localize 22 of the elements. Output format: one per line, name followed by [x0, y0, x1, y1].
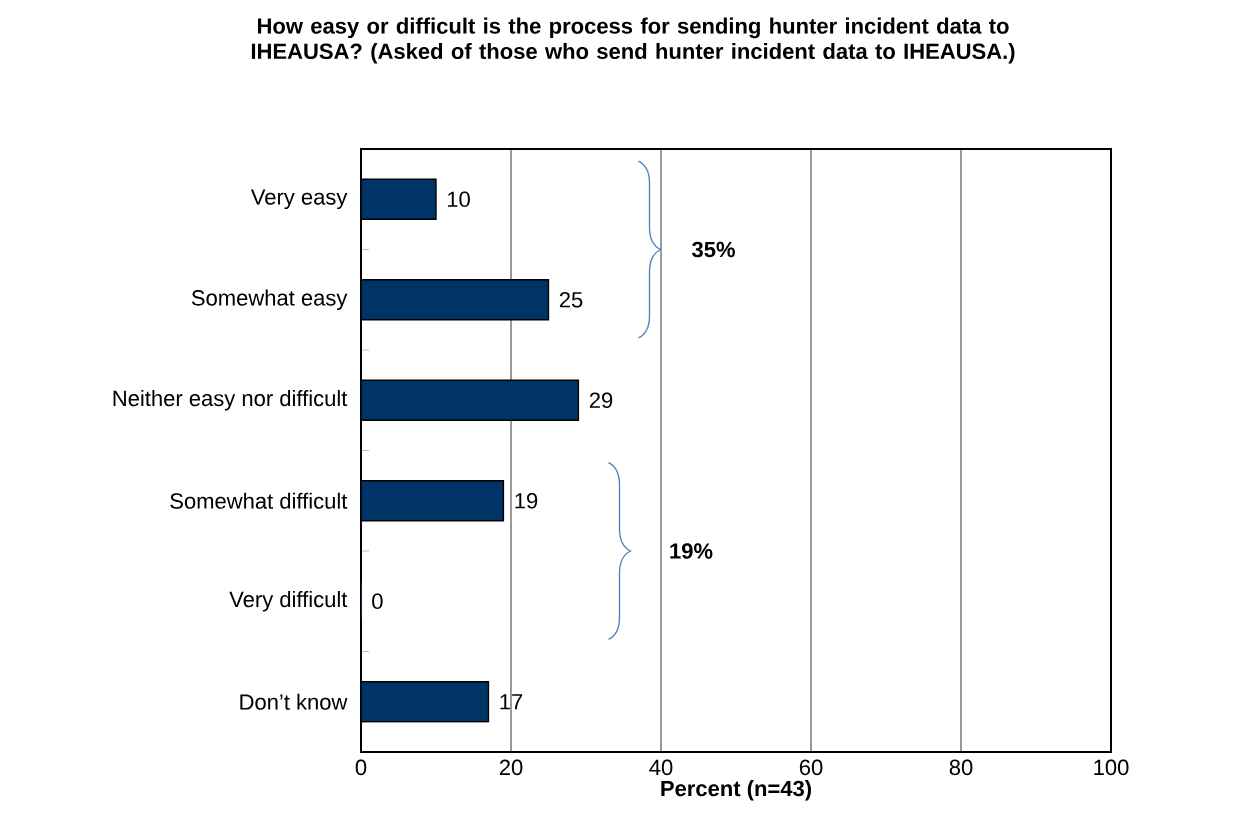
data-label: 29: [589, 392, 613, 409]
data-label: 17: [500, 694, 523, 710]
chart-title: How easy or difficult is the process for sending hunter incident data to IHEAUSA? (Asked of those who send hunter incident data to IHEAUSA.): [251, 17, 1015, 64]
x-tick-label: 0: [355, 759, 367, 776]
x-tick-label: 20: [499, 759, 523, 776]
data-label: 19: [515, 492, 538, 509]
x-tick-label: 80: [949, 759, 973, 776]
y-tick-label: Very easy: [250, 189, 348, 210]
x-tick-label: 100: [1094, 759, 1129, 776]
y-tick-label: Don’t know: [240, 693, 348, 710]
x-tick-label: 60: [799, 759, 823, 776]
y-tick-label: Neither easy nor difficult: [113, 390, 348, 411]
data-label: 25: [559, 291, 583, 308]
annotation: 35%: [692, 241, 735, 258]
x-axis-title: Percent (n=43): [661, 780, 811, 801]
data-label: 0: [372, 593, 383, 610]
y-tick-label: Somewhat difficult: [170, 492, 348, 509]
x-tick-label: 40: [649, 759, 673, 776]
y-tick-label: Very difficult: [229, 591, 348, 612]
y-tick-label: Somewhat easy: [191, 289, 348, 311]
data-label: 10: [447, 191, 470, 208]
annotation: 19%: [670, 543, 713, 559]
